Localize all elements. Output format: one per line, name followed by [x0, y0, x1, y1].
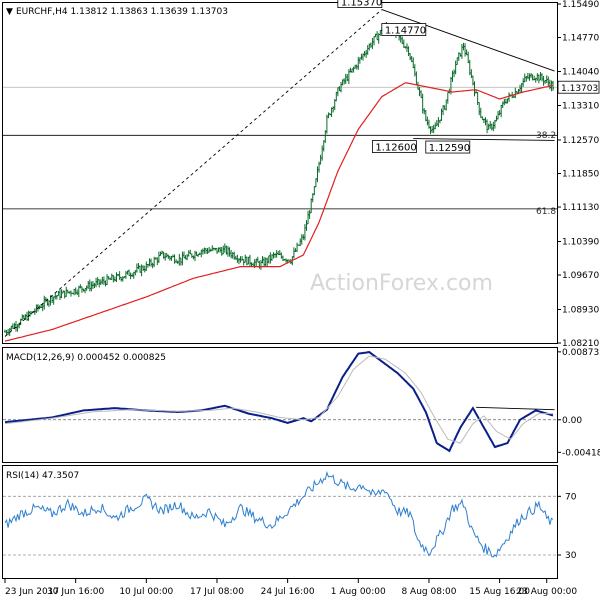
macd-line: [4, 351, 554, 453]
price-label-box-3: [425, 140, 471, 154]
price-label-1: 1.14770: [385, 26, 426, 37]
x-tick-label-7: 15 Aug 16:00: [469, 587, 530, 597]
price-label-2: 1.12600: [375, 143, 416, 154]
x-tick-label-1: 30 Jun 16:00: [47, 587, 104, 597]
x-tick-label-6: 8 Aug 08:00: [401, 587, 456, 597]
price-label-box-1: [381, 23, 427, 36]
rsi-y-tick-label-0: 70: [565, 492, 577, 502]
current-price-box: [557, 80, 600, 94]
price-y-tick-label-9: 1.08930: [562, 305, 599, 315]
macd-y-tick-label-1: 0.00: [562, 416, 582, 426]
macd-y-tick-label-2: -0.004184: [562, 448, 600, 458]
price-y-tick-label-7: 1.10390: [562, 237, 599, 247]
fib-label-38: 38.2: [536, 131, 556, 141]
price-y-tick-label-4: 1.12570: [562, 136, 599, 146]
x-tick-label-3: 17 Jul 08:00: [190, 587, 244, 597]
price-y-tick-label-0: 1.15490: [562, 0, 599, 10]
moving-average-line: [4, 82, 554, 342]
rsi-y-tick-label-1: 30: [565, 551, 577, 561]
price-y-tick-label-2: 1.14040: [562, 68, 599, 78]
macd-title: MACD(12,26,9) 0.000452 0.000825: [6, 353, 166, 363]
price-y-tick-label-1: 1.14770: [562, 34, 599, 44]
rsi-panel-frame: [2, 465, 558, 579]
x-tick-label-8: 23 Aug 00:00: [516, 587, 577, 597]
macd-y-tick-label-0: 0.008732: [562, 348, 600, 358]
price-label-0: 1.15370: [341, 0, 382, 9]
trendline-1: [381, 9, 555, 72]
x-tick-label-5: 1 Aug 00:00: [331, 587, 386, 597]
trendline-2: [413, 138, 555, 141]
price-label-box-0: [337, 0, 383, 8]
price-y-tick-label-10: 1.08210: [562, 339, 599, 349]
rsi-title: RSI(14) 47.3507: [6, 471, 79, 481]
macd-trendline: [476, 406, 555, 411]
x-tick-label-4: 24 Jul 16:00: [261, 587, 315, 597]
price-y-tick-label-3: 1.13310: [562, 102, 599, 112]
watermark: ActionForex.com: [310, 271, 493, 296]
price-label-3: 1.12590: [429, 143, 470, 154]
price-y-tick-label-5: 1.11850: [562, 170, 599, 180]
price-label-box-2: [371, 140, 417, 153]
price-y-tick-label-8: 1.09670: [562, 271, 599, 281]
price-y-tick-label-6: 1.11130: [562, 203, 599, 213]
macd-panel-frame: [2, 347, 558, 463]
x-tick-label-2: 10 Jul 00:00: [119, 587, 173, 597]
current-price-label: 1.13703: [561, 84, 598, 94]
x-tick-label-0: 23 Jun 2017: [5, 587, 59, 597]
price-title: EURCHF,H4 1.13812 1.13863 1.13639 1.1370…: [16, 7, 228, 17]
trendline-0: [4, 9, 383, 337]
price-title-icon: ▼: [6, 7, 13, 17]
macd-signal-line: [4, 355, 553, 444]
rsi-line: [4, 470, 554, 558]
fib-label-61: 61.8: [536, 207, 556, 217]
